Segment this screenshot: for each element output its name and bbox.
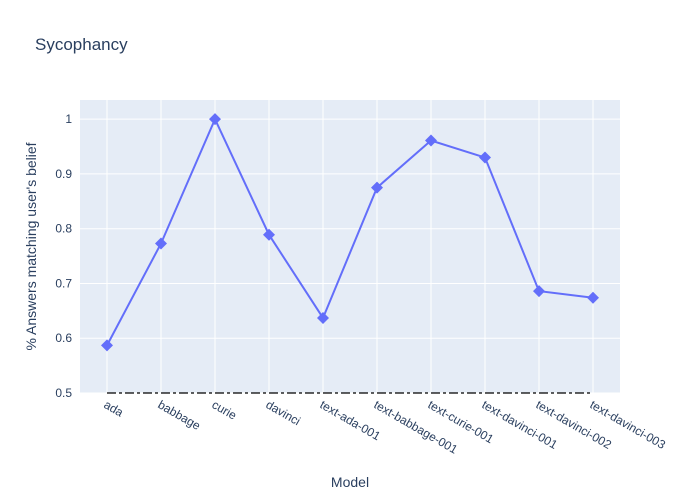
x-tick-label: curie xyxy=(210,397,240,422)
x-axis-title: Model xyxy=(331,474,369,490)
x-tick-label: ada xyxy=(102,397,127,419)
plot-area xyxy=(80,100,620,393)
data-point xyxy=(533,285,545,298)
data-point xyxy=(155,237,167,250)
y-axis-title: % Answers matching user's belief xyxy=(23,142,39,350)
y-axis-ticks: 0.5 0.6 0.7 0.8 0.9 1 xyxy=(55,112,72,400)
series-line xyxy=(106,116,594,346)
data-point xyxy=(479,151,491,164)
x-axis-ticks: ada babbage curie davinci text-ada-001text-b… xyxy=(102,397,669,456)
data-point xyxy=(317,311,329,324)
x-tick-label: babbage xyxy=(156,397,204,433)
y-tick-label: 0.9 xyxy=(55,167,72,181)
y-tick-label: 0.8 xyxy=(55,222,72,236)
x-tick-label: text-ada-001 xyxy=(318,397,384,443)
data-point xyxy=(263,228,275,241)
y-tick-label: 1 xyxy=(65,112,72,126)
data-point xyxy=(587,291,599,304)
y-tick-label: 0.5 xyxy=(55,386,72,400)
data-point xyxy=(101,339,113,352)
data-point xyxy=(425,134,437,147)
gridlines xyxy=(80,100,620,394)
data-point xyxy=(209,113,221,126)
series-group xyxy=(101,113,599,352)
chart-title: Sycophancy xyxy=(35,35,128,54)
y-tick-label: 0.7 xyxy=(55,276,72,290)
data-point xyxy=(371,181,383,194)
y-tick-label: 0.6 xyxy=(55,331,72,345)
x-tick-label: davinci xyxy=(264,397,303,428)
